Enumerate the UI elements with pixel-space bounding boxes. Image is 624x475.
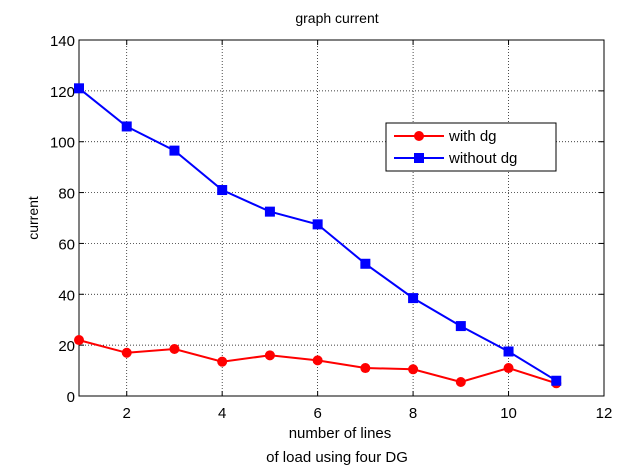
data-point-without-dg <box>264 206 275 217</box>
data-point-without-dg <box>169 145 180 156</box>
y-tick-label: 80 <box>58 186 75 203</box>
plot-area-border <box>78 39 605 397</box>
x-tick-label: 8 <box>409 405 417 422</box>
grid-lines <box>79 40 604 396</box>
legend-label-without-dg: without dg <box>448 150 517 167</box>
data-point-with-dg <box>74 335 84 346</box>
chart-title: graph current <box>295 10 378 26</box>
y-tick-label: 120 <box>50 84 75 101</box>
data-point-with-dg <box>264 350 275 361</box>
data-point-without-dg <box>360 258 371 269</box>
y-tick-label: 0 <box>67 389 75 406</box>
data-point-without-dg <box>217 185 228 196</box>
legend-label-with-dg: with dg <box>448 128 497 145</box>
data-point-with-dg <box>169 343 180 354</box>
x-tick-label: 10 <box>500 405 517 422</box>
y-tick-label: 60 <box>58 236 75 253</box>
data-point-with-dg <box>312 355 323 366</box>
legend-marker-with-dg <box>414 131 424 141</box>
y-tick-label: 100 <box>50 135 75 152</box>
x-axis-label: number of lines <box>289 425 392 442</box>
y-axis-ticks: 0 20 40 60 80 100 120 140 <box>50 33 604 406</box>
data-point-with-dg <box>217 356 228 367</box>
data-point-with-dg <box>503 363 514 374</box>
data-point-with-dg <box>455 377 466 388</box>
series-layer <box>74 83 562 389</box>
x-tick-label: 2 <box>123 405 131 422</box>
data-point-without-dg <box>503 346 514 357</box>
legend-marker-without-dg <box>414 153 424 163</box>
data-point-with-dg <box>408 364 419 375</box>
data-point-without-dg <box>551 375 562 386</box>
y-axis-label: current <box>25 196 41 240</box>
data-point-without-dg <box>121 121 132 132</box>
data-point-with-dg <box>360 363 371 374</box>
data-point-without-dg <box>74 83 84 94</box>
data-point-without-dg <box>408 293 419 304</box>
data-point-with-dg <box>121 347 132 358</box>
x-tick-label: 6 <box>313 405 321 422</box>
y-tick-label: 40 <box>58 287 75 304</box>
data-point-without-dg <box>312 219 323 230</box>
figure-caption: of load using four DG <box>266 449 408 466</box>
legend: with dg without dg <box>385 122 557 172</box>
data-point-without-dg <box>455 321 466 332</box>
y-tick-label: 140 <box>50 33 75 50</box>
y-tick-label: 20 <box>58 338 75 355</box>
x-tick-label: 4 <box>218 405 226 422</box>
x-axis-ticks: 2 4 6 8 10 12 <box>123 40 613 422</box>
x-tick-label: 12 <box>596 405 613 422</box>
